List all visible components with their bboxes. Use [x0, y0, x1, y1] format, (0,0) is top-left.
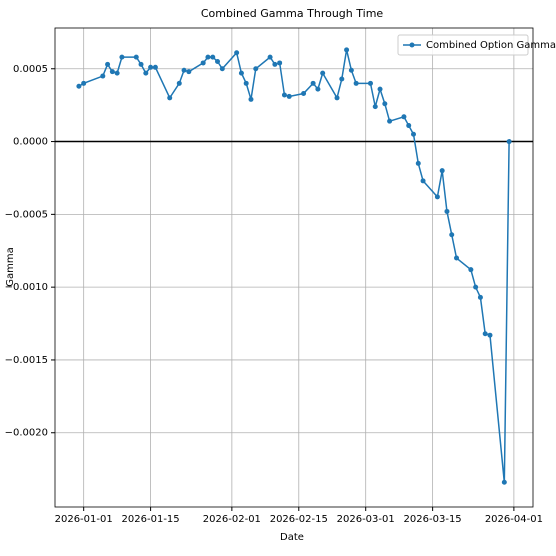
plot-frame	[54, 27, 534, 508]
data-point	[286, 93, 292, 99]
legend-box	[397, 34, 529, 56]
data-point	[506, 139, 512, 145]
data-point	[100, 73, 106, 79]
legend-marker	[409, 42, 415, 48]
data-point	[267, 54, 273, 60]
data-point	[76, 83, 82, 89]
data-point	[234, 50, 240, 56]
data-point	[248, 96, 254, 102]
data-point	[114, 70, 120, 76]
x-tick-label: 2026-01-01	[55, 514, 113, 525]
data-point	[253, 66, 259, 72]
data-point	[353, 80, 359, 86]
data-point	[344, 47, 350, 53]
x-tick-label: 2026-03-01	[337, 514, 395, 525]
data-point	[215, 58, 221, 64]
x-tick-label: 2026-04-01	[485, 514, 543, 525]
data-point	[401, 114, 407, 120]
data-point	[320, 70, 326, 76]
data-point	[406, 123, 412, 129]
data-point	[138, 61, 144, 67]
data-point	[439, 168, 445, 174]
data-point	[238, 70, 244, 76]
data-point	[382, 101, 388, 107]
data-point	[482, 331, 488, 337]
data-point	[133, 54, 139, 60]
x-axis-label: Date	[280, 532, 304, 543]
data-point	[367, 80, 373, 86]
x-tick-label: 2026-02-01	[203, 514, 261, 525]
data-point	[200, 60, 206, 66]
y-tick-label: −0.0020	[5, 428, 48, 439]
data-point	[243, 80, 249, 86]
data-point	[277, 60, 283, 66]
data-point	[487, 332, 493, 338]
data-point	[281, 92, 287, 98]
x-tick-label: 2026-02-15	[270, 514, 328, 525]
data-point	[449, 232, 455, 238]
data-point	[310, 80, 316, 86]
data-point	[334, 95, 340, 101]
data-point	[411, 131, 416, 137]
data-point	[468, 267, 474, 273]
x-tick-label: 2026-01-15	[122, 514, 180, 525]
data-point	[387, 118, 393, 124]
data-point	[501, 479, 507, 485]
data-point	[210, 54, 216, 60]
y-tick-label: −0.0015	[5, 355, 48, 366]
y-axis-label: Gamma	[5, 247, 16, 287]
data-point	[339, 76, 345, 82]
data-point	[272, 61, 278, 67]
data-point	[176, 80, 182, 86]
x-tick-label: 2026-03-15	[404, 514, 462, 525]
data-point	[143, 70, 149, 76]
data-point	[81, 80, 87, 86]
data-point	[348, 67, 354, 73]
data-point	[181, 67, 187, 73]
data-point	[415, 160, 421, 166]
data-point	[109, 69, 115, 75]
data-point	[315, 86, 321, 92]
y-tick-label: −0.0005	[5, 209, 48, 220]
data-point	[377, 86, 383, 92]
data-point	[167, 95, 173, 101]
chart-title: Combined Gamma Through Time	[201, 7, 384, 20]
y-tick-label: −0.0010	[5, 282, 48, 293]
data-point	[105, 61, 111, 67]
data-point	[219, 66, 225, 72]
data-point	[477, 294, 483, 300]
legend-label: Combined Option Gamma	[426, 40, 556, 51]
data-point	[152, 64, 158, 70]
series-line	[78, 49, 510, 483]
data-point	[372, 104, 378, 110]
data-point	[434, 194, 440, 200]
grid	[55, 28, 533, 507]
data-point	[420, 178, 426, 184]
data-point	[444, 208, 450, 214]
y-tick-label: 0.0005	[13, 64, 48, 75]
y-tick-label: 0.0000	[13, 137, 48, 148]
data-point	[473, 284, 479, 290]
data-point	[454, 255, 460, 261]
data-point	[301, 91, 307, 97]
data-point	[119, 54, 125, 60]
data-point	[148, 64, 154, 70]
data-point	[186, 69, 192, 75]
data-point	[205, 54, 211, 60]
